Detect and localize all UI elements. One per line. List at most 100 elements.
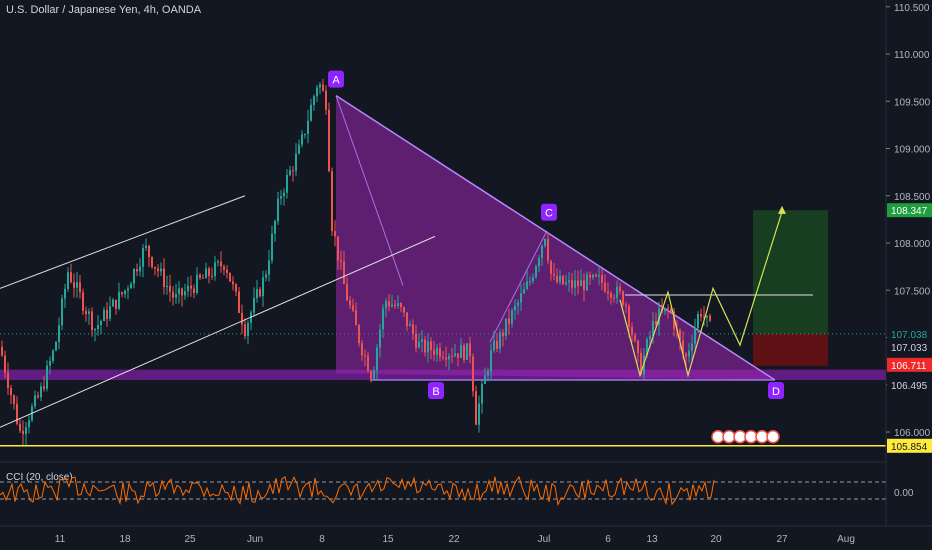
candle-body bbox=[547, 239, 549, 261]
candle-body bbox=[376, 347, 378, 371]
candle-body bbox=[574, 280, 576, 288]
candle-body bbox=[655, 321, 657, 325]
candle-body bbox=[85, 310, 87, 314]
candle-body bbox=[43, 386, 45, 389]
candle-body bbox=[487, 371, 489, 376]
candle-body bbox=[235, 284, 237, 292]
candle-body bbox=[292, 170, 294, 172]
price-tick-label: 108.000 bbox=[894, 239, 931, 250]
candle-body bbox=[418, 341, 420, 348]
candle-body bbox=[115, 299, 117, 309]
candle-body bbox=[691, 343, 693, 351]
candle-body bbox=[568, 280, 570, 283]
price-tag-bg bbox=[887, 203, 932, 218]
event-icon bbox=[733, 429, 747, 444]
candle-body bbox=[628, 306, 630, 328]
candle-body bbox=[706, 315, 708, 318]
candle-body bbox=[250, 312, 252, 323]
candle-body bbox=[424, 339, 426, 353]
candle-body bbox=[67, 272, 69, 289]
candle-body bbox=[331, 171, 333, 232]
candle-body bbox=[136, 269, 138, 272]
candle-body bbox=[49, 360, 51, 366]
candle-body bbox=[349, 300, 351, 306]
candle-body bbox=[358, 325, 360, 344]
candle-body bbox=[517, 302, 519, 306]
candle-body bbox=[313, 96, 315, 105]
channel-line-lower bbox=[0, 235, 436, 428]
candle-body bbox=[328, 109, 330, 172]
pattern-point-b-badge bbox=[428, 382, 444, 400]
candle-body bbox=[385, 300, 387, 309]
candle-body bbox=[694, 328, 696, 344]
candle-body bbox=[511, 310, 513, 324]
candle-body bbox=[454, 353, 456, 357]
candle-body bbox=[412, 324, 414, 334]
candle-body bbox=[451, 355, 453, 357]
candle-body bbox=[184, 291, 186, 296]
time-tick-label: 27 bbox=[776, 534, 788, 545]
price-tag-bg bbox=[887, 357, 932, 372]
candle-body bbox=[553, 273, 555, 276]
candle-body bbox=[367, 355, 369, 372]
candle-body bbox=[130, 283, 132, 289]
price-tick-label: 106.000 bbox=[894, 428, 931, 439]
candle-body bbox=[613, 297, 615, 299]
candle-body bbox=[394, 304, 396, 307]
candle-body bbox=[55, 341, 57, 351]
candle-body bbox=[73, 282, 75, 288]
time-tick-label: 22 bbox=[448, 534, 460, 545]
candle-body bbox=[709, 315, 711, 321]
candle-body bbox=[193, 288, 195, 293]
candle-body bbox=[229, 272, 231, 282]
pattern-line-ab bbox=[335, 95, 404, 286]
candle-body bbox=[205, 268, 207, 279]
projection-path bbox=[705, 211, 783, 347]
event-icon bbox=[711, 429, 725, 444]
candle-body bbox=[304, 133, 306, 135]
candle-body bbox=[607, 291, 609, 294]
candle-body bbox=[589, 274, 591, 278]
candle-body bbox=[703, 316, 705, 318]
candle-body bbox=[592, 274, 594, 278]
candle-body bbox=[382, 308, 384, 330]
price-tag-bg bbox=[887, 339, 932, 354]
candle-body bbox=[190, 285, 192, 289]
pattern-point-c-badge bbox=[541, 203, 557, 221]
candle-body bbox=[172, 291, 174, 298]
candle-body bbox=[601, 275, 603, 283]
candle-body bbox=[118, 292, 120, 309]
candle-body bbox=[319, 84, 321, 88]
candle-body bbox=[58, 325, 60, 342]
price-tick-label: 109.000 bbox=[894, 145, 931, 156]
candle-body bbox=[499, 332, 501, 349]
candle-body bbox=[610, 293, 612, 298]
candle-body bbox=[361, 343, 363, 356]
grid bbox=[0, 210, 886, 366]
candle-body bbox=[100, 321, 102, 326]
candle-body bbox=[70, 272, 72, 283]
candle-body bbox=[409, 324, 411, 327]
candle-body bbox=[46, 365, 48, 389]
candle-body bbox=[529, 281, 531, 283]
candle-body bbox=[145, 245, 147, 248]
price-tick-label: 108.500 bbox=[894, 192, 931, 203]
candle-body bbox=[505, 318, 507, 337]
candle-body bbox=[538, 258, 540, 267]
candle-body bbox=[124, 290, 126, 295]
candle-body bbox=[91, 311, 93, 331]
cci-title: CCI (20, close) bbox=[6, 472, 73, 483]
candle-body bbox=[4, 355, 6, 373]
time-tick-label: 25 bbox=[184, 534, 196, 545]
candle-body bbox=[178, 288, 180, 295]
candle-body bbox=[637, 340, 639, 354]
candle-body bbox=[649, 335, 651, 340]
candle-body bbox=[475, 391, 477, 425]
candle-body bbox=[256, 289, 258, 299]
candle-body bbox=[322, 84, 324, 91]
candle-body bbox=[502, 332, 504, 337]
candle-body bbox=[595, 274, 597, 277]
